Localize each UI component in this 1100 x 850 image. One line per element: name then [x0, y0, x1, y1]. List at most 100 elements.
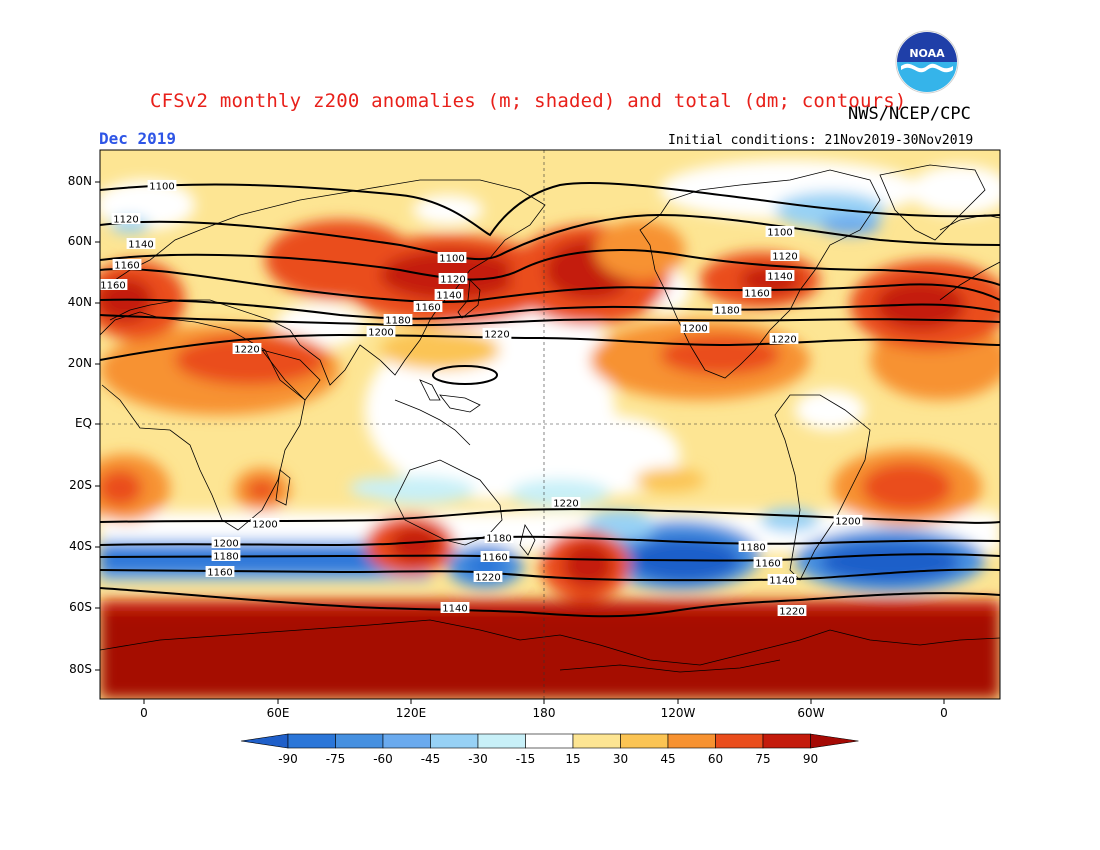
agency-label: NWS/NCEP/CPC [848, 104, 971, 124]
contour-label: 1220 [769, 333, 799, 346]
contour-label: 1160 [742, 287, 772, 300]
anomaly-shading [100, 150, 1000, 699]
contour-label: 1200 [833, 515, 863, 528]
contour-label: 1180 [383, 314, 413, 327]
contours [100, 181, 1000, 618]
colorbar-label: 90 [802, 752, 819, 766]
contour-label: 1160 [98, 279, 128, 292]
svg-text:1120: 1120 [113, 215, 138, 226]
contour-label: 1140 [440, 602, 470, 615]
colorbar-swatch [572, 733, 621, 749]
svg-text:1140: 1140 [767, 272, 792, 283]
contour-label: 1200 [366, 326, 396, 339]
colorbar-swatch [430, 733, 479, 749]
colorbar-label: 15 [565, 752, 581, 766]
forecast-month: Dec 2019 [99, 129, 177, 148]
lon-label: 0 [940, 706, 948, 720]
colorbar-label: 45 [660, 752, 676, 766]
colorbar-label: -45 [420, 752, 441, 766]
svg-text:1160: 1160 [755, 559, 780, 570]
contour-label: 1220 [473, 571, 503, 584]
lat-label: 20S [69, 478, 92, 492]
colorbar-label: -30 [468, 752, 488, 766]
lon-label: 0 [140, 706, 148, 720]
grid-lines [100, 150, 1000, 699]
lat-label: 60N [67, 234, 92, 248]
svg-text:1200: 1200 [213, 539, 238, 550]
lat-label: 80S [69, 662, 92, 676]
noaa-logo-text: NOAA [909, 47, 945, 60]
contour-label: 1160 [112, 259, 142, 272]
contour-label: 1140 [434, 289, 464, 302]
colorbar-swatch [762, 733, 811, 749]
svg-text:1180: 1180 [486, 534, 511, 545]
contour-label: 1200 [211, 537, 241, 550]
svg-text:1220: 1220 [779, 607, 804, 618]
svg-text:1160: 1160 [114, 261, 139, 272]
colorbar-swatch [287, 733, 336, 749]
contour-label: 1160 [205, 566, 235, 579]
colorbar-swatch [715, 733, 764, 749]
svg-text:1200: 1200 [252, 520, 277, 531]
lon-label: 120E [395, 706, 427, 720]
svg-text:1200: 1200 [682, 324, 707, 335]
contour-label: 1220 [232, 343, 262, 356]
colorbar-arrow-low [240, 733, 289, 749]
noaa-logo-icon: NOAA [895, 30, 959, 94]
colorbar-label: 30 [612, 752, 629, 766]
svg-text:1200: 1200 [835, 517, 860, 528]
svg-text:1200: 1200 [368, 328, 393, 339]
contour-label: 1120 [770, 250, 800, 263]
svg-text:1220: 1220 [484, 330, 509, 341]
svg-text:1140: 1140 [436, 291, 461, 302]
colorbar-swatch [525, 733, 574, 749]
colorbar-swatch [382, 733, 431, 749]
svg-text:1120: 1120 [440, 275, 465, 286]
contour-label: 1120 [438, 273, 468, 286]
contour-label: 1180 [484, 532, 514, 545]
lat-label: EQ [74, 416, 92, 430]
contour-label: 1200 [680, 322, 710, 335]
lat-label: 40N [67, 295, 92, 309]
contour-label: 1140 [765, 270, 795, 283]
chart-title: CFSv2 monthly z200 anomalies (m; shaded)… [150, 90, 907, 112]
svg-text:1180: 1180 [714, 306, 739, 317]
contour-label: 1100 [765, 226, 795, 239]
svg-text:1220: 1220 [475, 573, 500, 584]
svg-text:1140: 1140 [442, 604, 467, 615]
colorbar-label: -15 [515, 752, 536, 766]
lat-label: 60S [69, 600, 92, 614]
svg-text:1180: 1180 [213, 552, 238, 563]
svg-text:1160: 1160 [744, 289, 769, 300]
svg-text:1100: 1100 [149, 182, 174, 193]
colorbar-label: -90 [278, 752, 298, 766]
colorbar-swatch [335, 733, 384, 749]
svg-text:1220: 1220 [553, 499, 578, 510]
svg-text:1220: 1220 [234, 345, 259, 356]
initial-conditions: Initial conditions: 21Nov2019-30Nov2019 [668, 133, 974, 148]
colorbar-swatch [477, 733, 526, 749]
lat-label: 20N [67, 356, 92, 370]
contour-label: 1220 [482, 328, 512, 341]
colorbar-swatch [620, 733, 669, 749]
contour-label: 1100 [147, 180, 177, 193]
svg-text:1180: 1180 [740, 543, 765, 554]
colorbar-label: 75 [755, 752, 771, 766]
contour-labels: 1100112011401160116011001120114011601180… [98, 180, 863, 618]
contour-label: 1220 [551, 497, 581, 510]
lon-label: 120W [660, 706, 696, 720]
contour-label: 1160 [753, 557, 783, 570]
contour-label: 1180 [211, 550, 241, 563]
svg-text:1140: 1140 [128, 240, 153, 251]
lon-label: 60E [266, 706, 290, 720]
svg-text:1180: 1180 [385, 316, 410, 327]
lon-label: 180 [532, 706, 556, 720]
colorbar [240, 733, 859, 749]
colorbar-label: 60 [707, 752, 724, 766]
contour-label: 1200 [250, 518, 280, 531]
contour-label: 1160 [413, 301, 443, 314]
contour-label: 1140 [767, 574, 797, 587]
contour-label: 1140 [126, 238, 156, 251]
lon-label: 60W [797, 706, 825, 720]
